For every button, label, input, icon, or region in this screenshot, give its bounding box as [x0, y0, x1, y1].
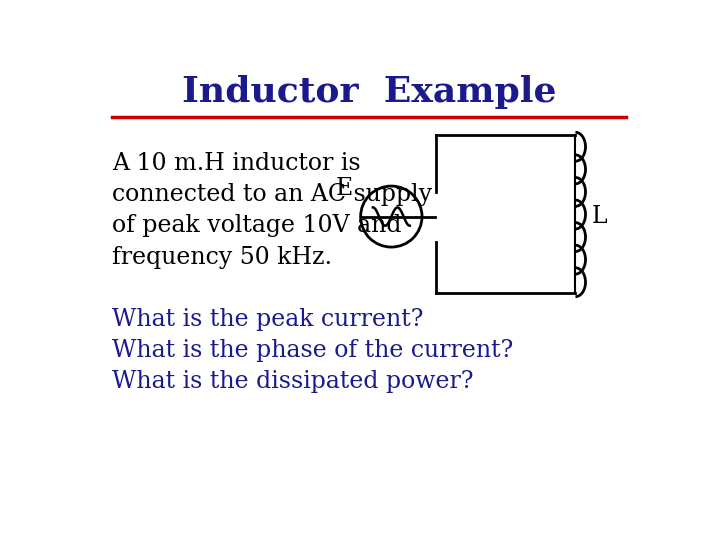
- Text: Inductor  Example: Inductor Example: [181, 75, 557, 109]
- Text: connected to an AC supply: connected to an AC supply: [112, 183, 433, 206]
- Text: What is the dissipated power?: What is the dissipated power?: [112, 370, 474, 394]
- Text: What is the peak current?: What is the peak current?: [112, 308, 423, 331]
- Text: E: E: [336, 177, 353, 199]
- Text: A 10 m.H inductor is: A 10 m.H inductor is: [112, 152, 361, 175]
- Text: of peak voltage 10V and: of peak voltage 10V and: [112, 214, 402, 238]
- Text: L: L: [592, 205, 607, 228]
- Text: What is the phase of the current?: What is the phase of the current?: [112, 339, 513, 362]
- Text: frequency 50 kHz.: frequency 50 kHz.: [112, 246, 333, 269]
